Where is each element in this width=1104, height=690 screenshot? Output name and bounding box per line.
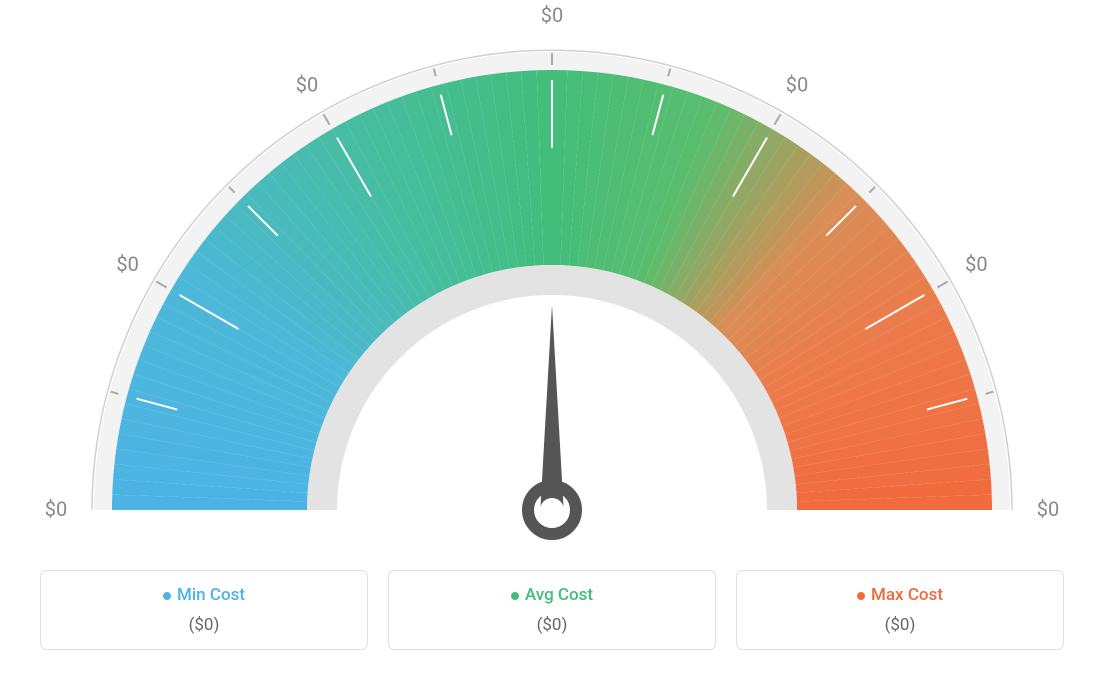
legend-label-max: Max Cost [747,585,1053,605]
tick-label: $0 [45,497,67,521]
gauge-chart: $0 $0 $0 $0 $0 $0 $0 [0,0,1104,560]
legend-value-avg: ($0) [399,615,705,635]
legend-text-max: Max Cost [871,585,943,605]
gauge-svg: $0 $0 $0 $0 $0 $0 $0 [0,0,1104,560]
legend-value-min: ($0) [51,615,357,635]
tick-label: $0 [786,73,808,97]
legend-dot-avg [511,592,519,600]
legend-text-min: Min Cost [177,585,245,605]
legend-text-avg: Avg Cost [525,585,593,605]
tick-label: $0 [116,252,138,276]
needle-hub-inner [540,498,564,522]
legend-row: Min Cost ($0) Avg Cost ($0) Max Cost ($0… [0,570,1104,650]
legend-box-max: Max Cost ($0) [736,570,1064,650]
tick-label: $0 [541,3,563,27]
legend-box-avg: Avg Cost ($0) [388,570,716,650]
tick-label: $0 [296,73,318,97]
legend-value-max: ($0) [747,615,1053,635]
legend-label-min: Min Cost [51,585,357,605]
tick-label: $0 [965,252,987,276]
gauge-cost-widget: $0 $0 $0 $0 $0 $0 $0 Min Cost ($0) Avg Cost ($… [0,0,1104,690]
legend-dot-min [163,592,171,600]
tick-label: $0 [1037,497,1059,521]
legend-box-min: Min Cost ($0) [40,570,368,650]
legend-label-avg: Avg Cost [399,585,705,605]
legend-dot-max [857,592,865,600]
